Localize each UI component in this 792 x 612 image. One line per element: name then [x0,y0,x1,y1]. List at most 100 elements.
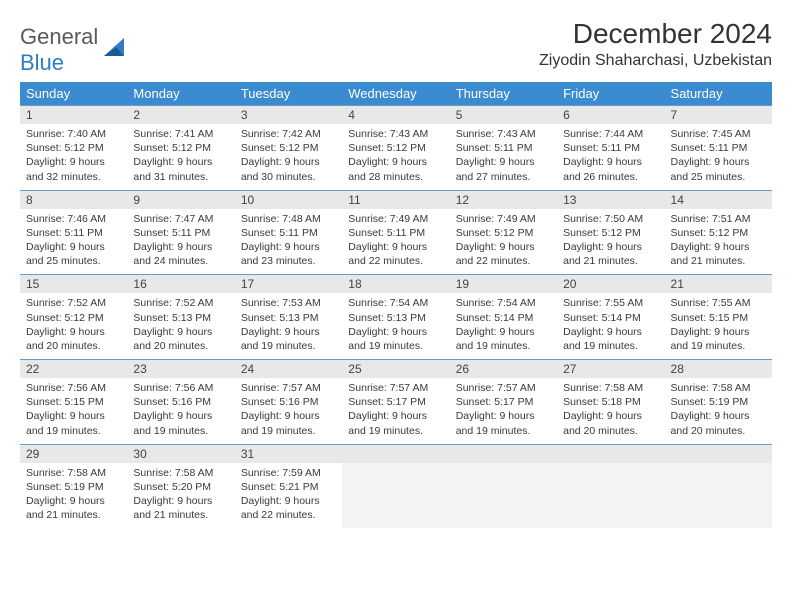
calendar-row: 22Sunrise: 7:56 AMSunset: 5:15 PMDayligh… [20,360,772,445]
sunset-line: Sunset: 5:17 PM [456,395,551,409]
sunset-line: Sunset: 5:21 PM [241,480,336,494]
day-number: 2 [127,106,234,124]
calendar-row: 8Sunrise: 7:46 AMSunset: 5:11 PMDaylight… [20,190,772,275]
day-body: Sunrise: 7:58 AMSunset: 5:19 PMDaylight:… [665,378,772,444]
sunrise-line: Sunrise: 7:43 AM [456,127,551,141]
weekday-header: Friday [557,82,664,106]
day-number-empty [450,445,557,463]
sunrise-line: Sunrise: 7:53 AM [241,296,336,310]
day-body: Sunrise: 7:47 AMSunset: 5:11 PMDaylight:… [127,209,234,275]
daylight-line: Daylight: 9 hours and 20 minutes. [26,325,121,353]
day-number: 23 [127,360,234,378]
daylight-line: Daylight: 9 hours and 28 minutes. [348,155,443,183]
day-body: Sunrise: 7:53 AMSunset: 5:13 PMDaylight:… [235,293,342,359]
sunrise-line: Sunrise: 7:58 AM [26,466,121,480]
calendar-cell: 30Sunrise: 7:58 AMSunset: 5:20 PMDayligh… [127,444,234,528]
calendar-cell: 9Sunrise: 7:47 AMSunset: 5:11 PMDaylight… [127,190,234,275]
sunset-line: Sunset: 5:11 PM [563,141,658,155]
day-body: Sunrise: 7:45 AMSunset: 5:11 PMDaylight:… [665,124,772,190]
daylight-line: Daylight: 9 hours and 19 minutes. [241,325,336,353]
daylight-line: Daylight: 9 hours and 21 minutes. [133,494,228,522]
day-number: 19 [450,275,557,293]
day-body: Sunrise: 7:56 AMSunset: 5:16 PMDaylight:… [127,378,234,444]
sunrise-line: Sunrise: 7:49 AM [348,212,443,226]
calendar-cell: 14Sunrise: 7:51 AMSunset: 5:12 PMDayligh… [665,190,772,275]
calendar-cell: 29Sunrise: 7:58 AMSunset: 5:19 PMDayligh… [20,444,127,528]
calendar-cell: 26Sunrise: 7:57 AMSunset: 5:17 PMDayligh… [450,360,557,445]
sunset-line: Sunset: 5:11 PM [241,226,336,240]
calendar-cell: 13Sunrise: 7:50 AMSunset: 5:12 PMDayligh… [557,190,664,275]
sunrise-line: Sunrise: 7:51 AM [671,212,766,226]
calendar-cell: 4Sunrise: 7:43 AMSunset: 5:12 PMDaylight… [342,106,449,191]
weekday-header: Monday [127,82,234,106]
calendar-cell-empty [450,444,557,528]
sunset-line: Sunset: 5:11 PM [671,141,766,155]
sunrise-line: Sunrise: 7:43 AM [348,127,443,141]
day-number: 3 [235,106,342,124]
calendar-cell: 7Sunrise: 7:45 AMSunset: 5:11 PMDaylight… [665,106,772,191]
sunrise-line: Sunrise: 7:58 AM [133,466,228,480]
daylight-line: Daylight: 9 hours and 22 minutes. [456,240,551,268]
daylight-line: Daylight: 9 hours and 19 minutes. [348,409,443,437]
daylight-line: Daylight: 9 hours and 19 minutes. [26,409,121,437]
day-number: 14 [665,191,772,209]
sunrise-line: Sunrise: 7:57 AM [348,381,443,395]
calendar-row: 1Sunrise: 7:40 AMSunset: 5:12 PMDaylight… [20,106,772,191]
weekday-header: Tuesday [235,82,342,106]
calendar-cell: 23Sunrise: 7:56 AMSunset: 5:16 PMDayligh… [127,360,234,445]
day-body: Sunrise: 7:58 AMSunset: 5:20 PMDaylight:… [127,463,234,529]
calendar-cell: 28Sunrise: 7:58 AMSunset: 5:19 PMDayligh… [665,360,772,445]
calendar-cell: 11Sunrise: 7:49 AMSunset: 5:11 PMDayligh… [342,190,449,275]
sunset-line: Sunset: 5:12 PM [241,141,336,155]
day-number: 1 [20,106,127,124]
daylight-line: Daylight: 9 hours and 19 minutes. [671,325,766,353]
day-number: 11 [342,191,449,209]
brand-logo: General Blue [20,18,128,76]
calendar-cell: 22Sunrise: 7:56 AMSunset: 5:15 PMDayligh… [20,360,127,445]
sunrise-line: Sunrise: 7:57 AM [241,381,336,395]
calendar-body: 1Sunrise: 7:40 AMSunset: 5:12 PMDaylight… [20,106,772,529]
sunset-line: Sunset: 5:19 PM [671,395,766,409]
day-body: Sunrise: 7:48 AMSunset: 5:11 PMDaylight:… [235,209,342,275]
location-label: Ziyodin Shaharchasi, Uzbekistan [539,52,772,70]
day-number: 16 [127,275,234,293]
day-body: Sunrise: 7:41 AMSunset: 5:12 PMDaylight:… [127,124,234,190]
calendar-cell: 15Sunrise: 7:52 AMSunset: 5:12 PMDayligh… [20,275,127,360]
daylight-line: Daylight: 9 hours and 19 minutes. [456,409,551,437]
calendar-cell: 18Sunrise: 7:54 AMSunset: 5:13 PMDayligh… [342,275,449,360]
sunset-line: Sunset: 5:12 PM [348,141,443,155]
day-number: 28 [665,360,772,378]
day-number-empty [342,445,449,463]
sunset-line: Sunset: 5:16 PM [133,395,228,409]
sunset-line: Sunset: 5:15 PM [26,395,121,409]
calendar-cell: 27Sunrise: 7:58 AMSunset: 5:18 PMDayligh… [557,360,664,445]
calendar-cell: 17Sunrise: 7:53 AMSunset: 5:13 PMDayligh… [235,275,342,360]
sunset-line: Sunset: 5:15 PM [671,311,766,325]
day-number: 30 [127,445,234,463]
day-body: Sunrise: 7:55 AMSunset: 5:14 PMDaylight:… [557,293,664,359]
day-number: 31 [235,445,342,463]
day-number: 21 [665,275,772,293]
day-body: Sunrise: 7:59 AMSunset: 5:21 PMDaylight:… [235,463,342,529]
daylight-line: Daylight: 9 hours and 32 minutes. [26,155,121,183]
day-body-empty [342,463,449,521]
day-number: 24 [235,360,342,378]
day-body: Sunrise: 7:57 AMSunset: 5:17 PMDaylight:… [342,378,449,444]
sunset-line: Sunset: 5:13 PM [133,311,228,325]
calendar-row: 15Sunrise: 7:52 AMSunset: 5:12 PMDayligh… [20,275,772,360]
sunrise-line: Sunrise: 7:50 AM [563,212,658,226]
calendar-cell: 8Sunrise: 7:46 AMSunset: 5:11 PMDaylight… [20,190,127,275]
sunrise-line: Sunrise: 7:54 AM [456,296,551,310]
sunrise-line: Sunrise: 7:46 AM [26,212,121,226]
calendar-header: SundayMondayTuesdayWednesdayThursdayFrid… [20,82,772,106]
sunrise-line: Sunrise: 7:55 AM [671,296,766,310]
sunrise-line: Sunrise: 7:58 AM [671,381,766,395]
brand-line1: General [20,24,98,49]
sunset-line: Sunset: 5:19 PM [26,480,121,494]
calendar-cell: 5Sunrise: 7:43 AMSunset: 5:11 PMDaylight… [450,106,557,191]
calendar-cell: 24Sunrise: 7:57 AMSunset: 5:16 PMDayligh… [235,360,342,445]
day-body-empty [557,463,664,521]
day-number: 9 [127,191,234,209]
daylight-line: Daylight: 9 hours and 25 minutes. [671,155,766,183]
sunrise-line: Sunrise: 7:52 AM [133,296,228,310]
